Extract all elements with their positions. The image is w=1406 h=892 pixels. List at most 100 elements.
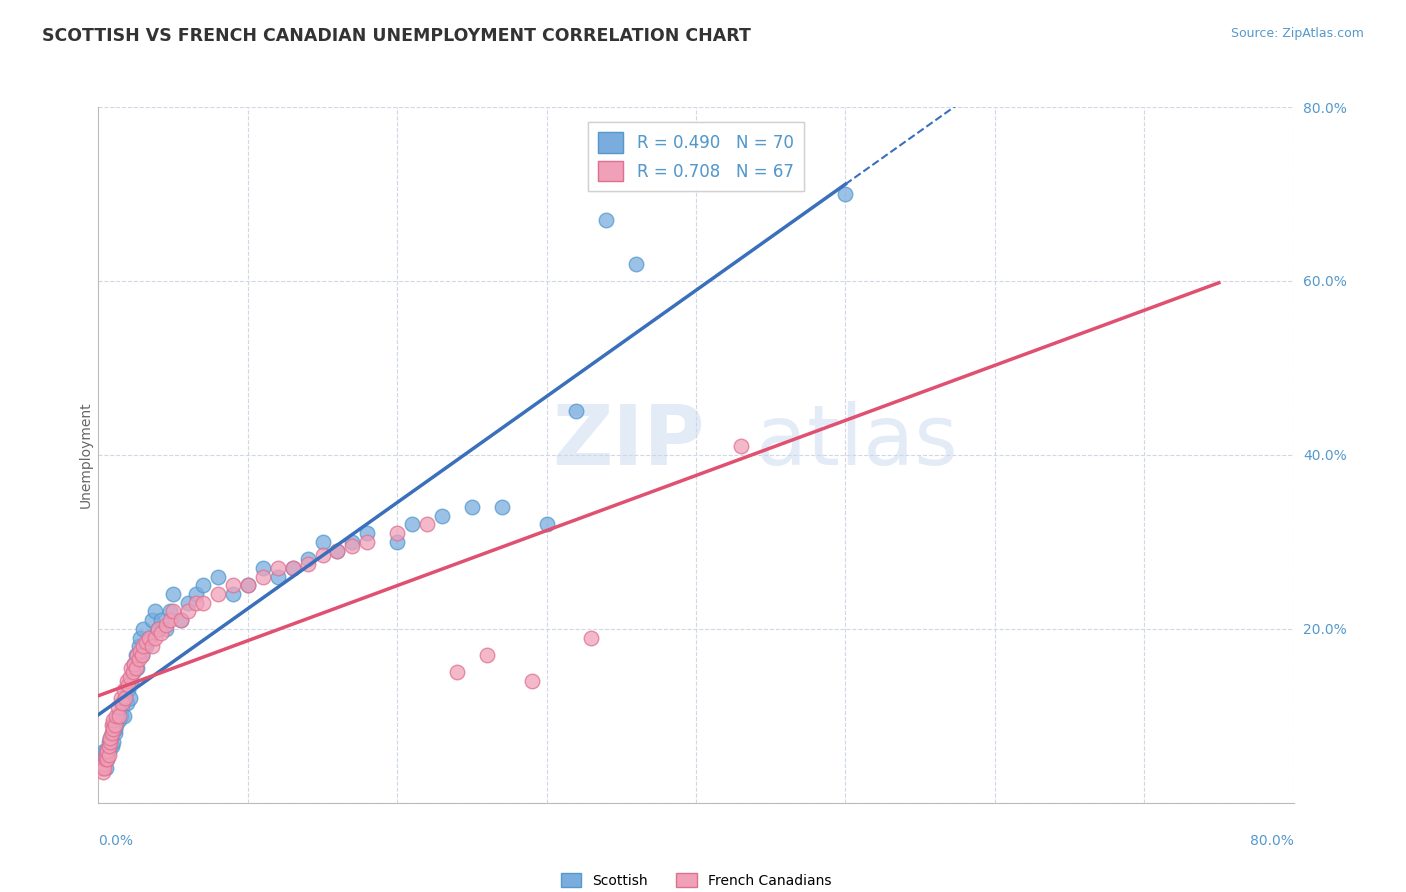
Point bbox=[120, 674, 142, 689]
Point bbox=[104, 722, 127, 736]
Point bbox=[624, 256, 647, 270]
Legend: R = 0.490   N = 70, R = 0.708   N = 67: R = 0.490 N = 70, R = 0.708 N = 67 bbox=[588, 122, 804, 191]
Point bbox=[356, 526, 378, 541]
Point bbox=[138, 631, 160, 645]
Point bbox=[191, 578, 214, 592]
Point bbox=[129, 643, 152, 657]
Point bbox=[107, 700, 129, 714]
Point bbox=[162, 605, 184, 619]
Point bbox=[101, 717, 124, 731]
Point bbox=[148, 622, 170, 636]
Text: Source: ZipAtlas.com: Source: ZipAtlas.com bbox=[1230, 27, 1364, 40]
Point bbox=[401, 517, 423, 532]
Point bbox=[98, 731, 122, 745]
Point bbox=[169, 613, 191, 627]
Point bbox=[177, 605, 200, 619]
Point bbox=[177, 596, 200, 610]
Point bbox=[169, 613, 191, 627]
Point bbox=[101, 739, 124, 754]
Point bbox=[110, 708, 132, 723]
Point bbox=[120, 661, 142, 675]
Point bbox=[138, 631, 160, 645]
Point bbox=[91, 761, 114, 775]
Point bbox=[155, 617, 177, 632]
Point bbox=[101, 726, 124, 740]
Point bbox=[112, 682, 135, 697]
Point bbox=[326, 543, 349, 558]
Point bbox=[90, 761, 112, 775]
Point bbox=[565, 404, 588, 418]
Point bbox=[94, 761, 117, 775]
Point bbox=[342, 534, 364, 549]
Point bbox=[520, 674, 543, 689]
Point bbox=[105, 717, 128, 731]
Point bbox=[118, 670, 141, 684]
Point bbox=[150, 626, 173, 640]
Point bbox=[131, 648, 153, 662]
Point bbox=[491, 500, 513, 514]
Point bbox=[297, 557, 319, 571]
Point bbox=[595, 213, 617, 227]
Point bbox=[103, 735, 125, 749]
Point bbox=[385, 534, 409, 549]
Point bbox=[115, 696, 138, 710]
Point bbox=[117, 678, 139, 692]
Point bbox=[222, 578, 245, 592]
Point bbox=[135, 639, 157, 653]
Text: ZIP: ZIP bbox=[553, 401, 704, 482]
Point bbox=[132, 639, 155, 653]
Point bbox=[105, 708, 128, 723]
Point bbox=[107, 708, 129, 723]
Point bbox=[155, 622, 177, 636]
Point bbox=[111, 700, 134, 714]
Point bbox=[103, 713, 125, 727]
Point bbox=[536, 517, 558, 532]
Point bbox=[267, 561, 290, 575]
Point bbox=[93, 761, 115, 775]
Point bbox=[96, 752, 118, 766]
Point bbox=[125, 648, 148, 662]
Point bbox=[342, 539, 364, 553]
Point bbox=[127, 648, 149, 662]
Point bbox=[148, 622, 170, 636]
Point bbox=[104, 717, 127, 731]
Point bbox=[111, 696, 134, 710]
Point bbox=[101, 726, 124, 740]
Point bbox=[94, 747, 117, 762]
Point bbox=[159, 613, 181, 627]
Point bbox=[311, 534, 333, 549]
Point bbox=[91, 765, 114, 780]
Point bbox=[90, 752, 112, 766]
Point bbox=[98, 735, 122, 749]
Point bbox=[446, 665, 468, 680]
Point bbox=[124, 657, 146, 671]
Point bbox=[94, 752, 117, 766]
Point bbox=[141, 613, 163, 627]
Point bbox=[96, 747, 118, 762]
Point bbox=[103, 717, 125, 731]
Point bbox=[416, 517, 439, 532]
Point bbox=[207, 587, 229, 601]
Point bbox=[97, 739, 120, 754]
Point bbox=[150, 613, 173, 627]
Point bbox=[297, 552, 319, 566]
Point bbox=[326, 543, 349, 558]
Point bbox=[730, 439, 752, 453]
Point bbox=[132, 622, 155, 636]
Point bbox=[581, 631, 603, 645]
Point bbox=[98, 739, 122, 754]
Point bbox=[236, 578, 259, 592]
Point bbox=[98, 731, 122, 745]
Point bbox=[252, 561, 274, 575]
Point bbox=[281, 561, 304, 575]
Text: 80.0%: 80.0% bbox=[1250, 834, 1294, 848]
Point bbox=[143, 631, 166, 645]
Text: 0.0%: 0.0% bbox=[98, 834, 134, 848]
Point bbox=[135, 635, 157, 649]
Text: SCOTTISH VS FRENCH CANADIAN UNEMPLOYMENT CORRELATION CHART: SCOTTISH VS FRENCH CANADIAN UNEMPLOYMENT… bbox=[42, 27, 751, 45]
Point bbox=[159, 605, 181, 619]
Point bbox=[93, 756, 115, 771]
Point bbox=[162, 587, 184, 601]
Point bbox=[121, 665, 143, 680]
Point bbox=[114, 691, 136, 706]
